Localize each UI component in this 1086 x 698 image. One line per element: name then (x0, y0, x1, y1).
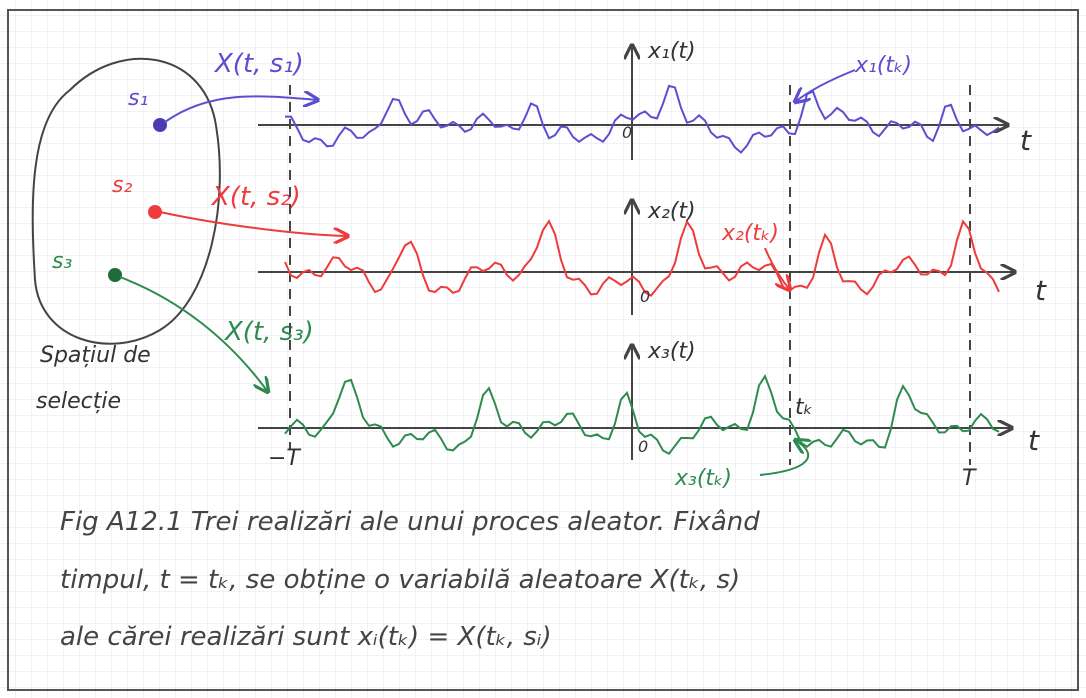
sample-label: s₁ (128, 86, 148, 111)
sample-label: s₃ (52, 249, 72, 274)
sample-value-label: x₁(tₖ) (854, 53, 912, 78)
sample-value-label: x₂(tₖ) (721, 221, 779, 246)
sample-point (108, 268, 122, 282)
caption: ale cărei realizări sunt xᵢ(tₖ) = X(tₖ, … (60, 622, 552, 652)
origin-label: 0 (640, 287, 650, 306)
t-label: t (1020, 124, 1032, 157)
sample-point (148, 205, 162, 219)
caption: timpul, t = tₖ, se obține o variabilă al… (60, 565, 740, 595)
axis-label: x₃(t) (647, 339, 696, 364)
sample-value-label: x₃(tₖ) (674, 466, 732, 491)
sample-point (153, 118, 167, 132)
sample-space-label: Spațiul de (40, 343, 151, 368)
arrow-label: X(t, s₂) (210, 182, 301, 212)
time-mark: T (962, 466, 977, 491)
axis-label: x₂(t) (647, 199, 696, 224)
axis-label: x₁(t) (647, 39, 696, 64)
origin-label: 0 (622, 123, 632, 142)
diagram: s₁ s₂ s₃ Spațiul de selecție X(t, s₁) X(… (0, 0, 1086, 698)
origin-label: 0 (638, 437, 648, 456)
t-label: t (1028, 424, 1040, 457)
time-mark: tₖ (795, 395, 813, 420)
time-mark: −T (268, 446, 301, 471)
t-label: t (1035, 274, 1047, 307)
arrow-label: X(t, s₃) (223, 317, 314, 347)
sample-label: s₂ (112, 173, 132, 198)
arrow-label: X(t, s₁) (213, 49, 304, 79)
caption: Fig A12.1 Trei realizări ale unui proces… (60, 507, 760, 537)
sample-space-label: selecție (36, 389, 121, 414)
